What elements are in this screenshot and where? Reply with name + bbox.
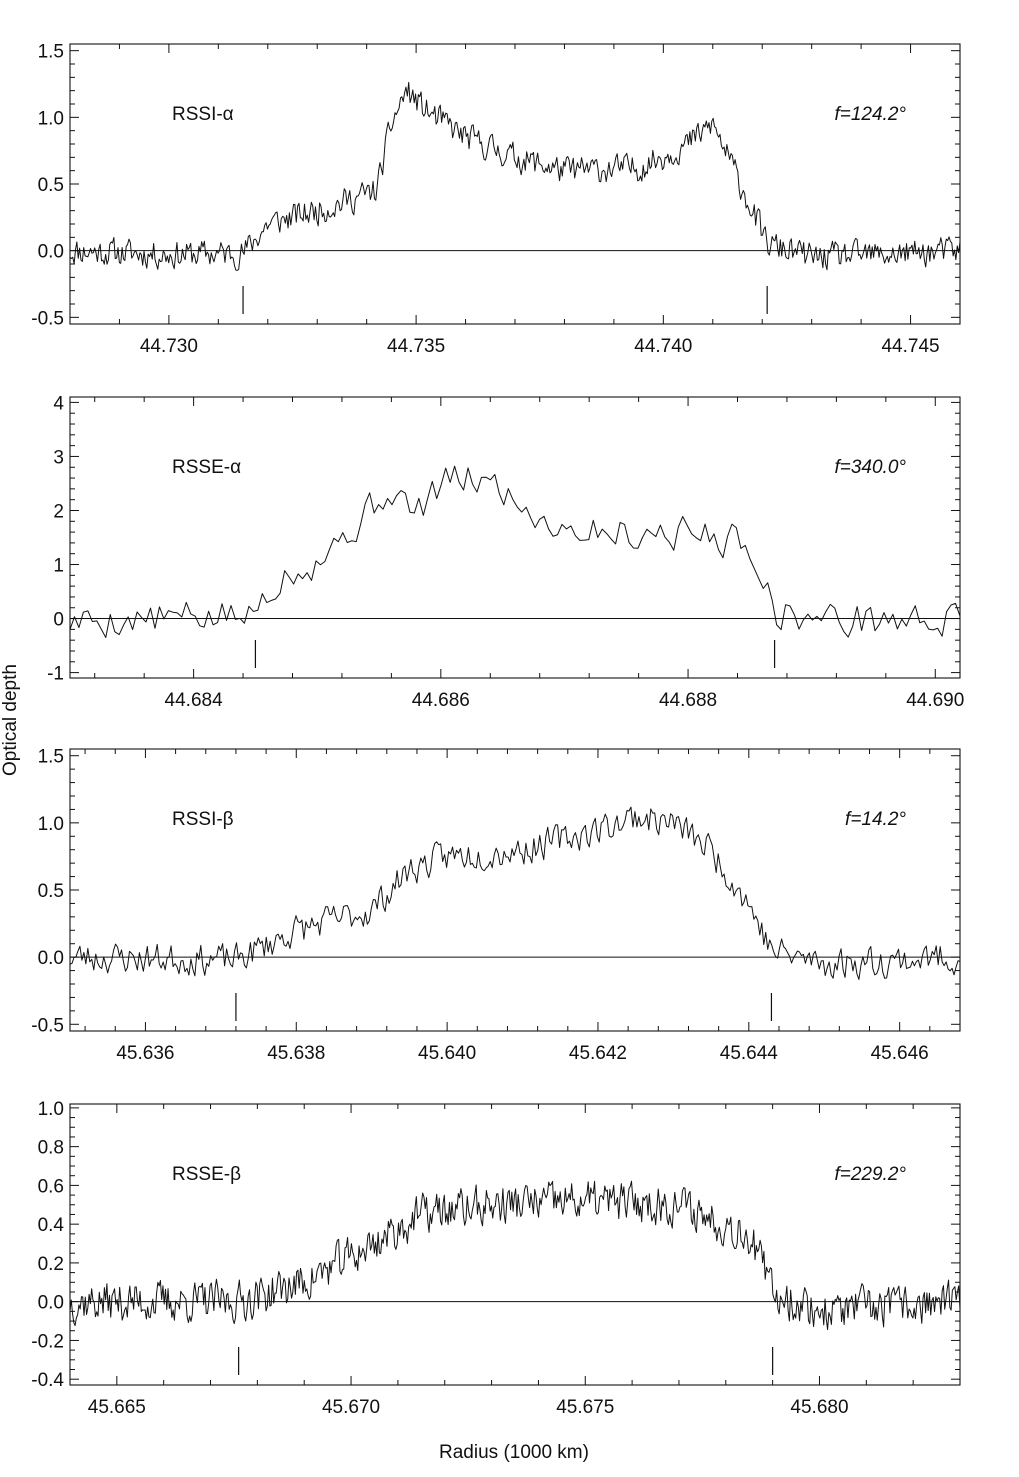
x-tick-label: 45.638 — [267, 1043, 325, 1064]
y-tick-label: 0.0 — [38, 948, 64, 969]
x-tick-label: 45.675 — [556, 1397, 614, 1418]
x-tick-label: 44.740 — [634, 336, 692, 357]
y-tick-label: 3 — [53, 447, 64, 468]
x-tick-label: 44.745 — [881, 336, 939, 357]
y-axis-title: Optical depth — [0, 664, 21, 776]
x-axis-title: Radius (1000 km) — [439, 1442, 589, 1463]
x-tick-label: 45.640 — [418, 1043, 476, 1064]
panel-label: RSSI-α — [172, 104, 234, 125]
x-tick-label: 45.644 — [720, 1043, 779, 1064]
y-tick-label: 1.0 — [38, 108, 64, 129]
y-tick-label: -0.4 — [31, 1370, 64, 1391]
optical-depth-trace — [69, 806, 961, 980]
y-tick-label: 0.5 — [38, 881, 64, 902]
phase-angle-label: f=229.2° — [834, 1164, 906, 1185]
panel-2: 44.684 44.686 44.688 44.690 -1 0 1 2 3 4 RSSE-α f=3… — [47, 393, 964, 711]
x-tick-label: 45.646 — [871, 1043, 929, 1064]
panel-3: 45.636 45.638 45.640 45.642 45.644 45.646 -0.5… — [31, 747, 961, 1064]
panel-1: 44.730 44.735 44.740 44.745 -0.5 0.0 0.5 1.0 1.5… — [31, 42, 961, 357]
x-tick-label: 44.690 — [906, 690, 964, 711]
x-tick-label: 45.665 — [88, 1397, 146, 1418]
y-tick-label: 1.5 — [38, 747, 64, 768]
y-tick-label: 4 — [53, 393, 64, 414]
y-tick-label: 1 — [53, 556, 64, 577]
y-tick-label: 0.0 — [38, 1293, 64, 1314]
optical-depth-trace — [69, 1180, 961, 1331]
phase-angle-label: f=340.0° — [834, 457, 906, 478]
panel-label: RSSE-α — [172, 457, 241, 478]
y-tick-label: 1.5 — [38, 42, 64, 63]
x-tick-label: 45.680 — [790, 1397, 848, 1418]
x-tick-label: 44.688 — [659, 690, 717, 711]
y-tick-label: 0.4 — [38, 1215, 65, 1236]
panel-label: RSSE-β — [172, 1164, 241, 1185]
y-tick-label: 0.2 — [38, 1254, 64, 1275]
x-tick-label: 44.730 — [140, 336, 198, 357]
panel-4: 45.665 45.670 45.675 45.680 -0.4 -0.2 0.0 0.2 0.… — [31, 1099, 961, 1418]
panel-label: RSSI-β — [172, 809, 234, 830]
y-tick-label: 0.5 — [38, 175, 64, 196]
plot-frame — [69, 43, 961, 325]
y-tick-label: 0 — [53, 610, 64, 631]
x-tick-label: 45.636 — [116, 1043, 174, 1064]
y-tick-label: 1.0 — [38, 814, 64, 835]
y-tick-label: 0.6 — [38, 1176, 64, 1197]
x-tick-label: 44.684 — [165, 690, 224, 711]
phase-angle-label: f=124.2° — [834, 104, 906, 125]
optical-depth-trace — [69, 81, 961, 271]
y-tick-label: -0.5 — [31, 308, 64, 329]
x-tick-label: 45.670 — [322, 1397, 380, 1418]
optical-depth-trace — [69, 465, 961, 638]
phase-angle-label: f=14.2° — [845, 809, 906, 830]
plot-frame — [69, 1103, 961, 1386]
y-tick-label: -0.2 — [31, 1331, 64, 1352]
y-tick-label: 1.0 — [38, 1099, 64, 1120]
y-tick-label: 2 — [53, 501, 64, 522]
x-tick-label: 45.642 — [569, 1043, 627, 1064]
plot-frame — [69, 748, 961, 1032]
y-tick-label: -0.5 — [31, 1015, 64, 1036]
y-tick-label: -1 — [47, 664, 64, 685]
x-tick-label: 44.686 — [412, 690, 470, 711]
y-tick-label: 0.8 — [38, 1138, 64, 1159]
y-tick-label: 0.0 — [38, 242, 64, 263]
x-tick-label: 44.735 — [387, 336, 445, 357]
plot-frame — [69, 396, 961, 679]
